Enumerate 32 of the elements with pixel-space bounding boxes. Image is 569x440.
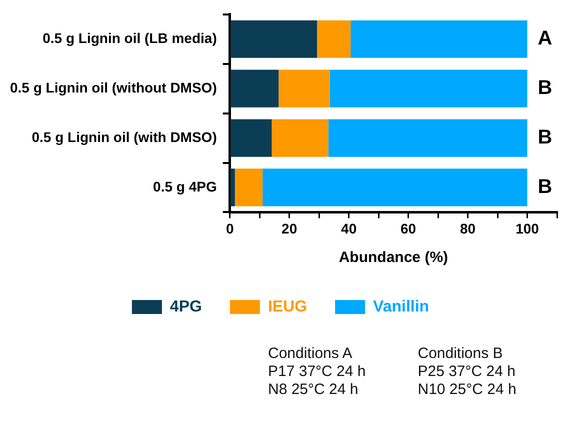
y-tick-label: 0.5 g Lignin oil (without DMSO) <box>10 79 217 96</box>
x-axis-title: Abundance (%) <box>338 249 448 266</box>
annotation: B <box>538 77 552 100</box>
legend-label: Vanillin <box>373 298 430 316</box>
annotation: A <box>538 28 552 50</box>
annotation: B <box>538 176 552 198</box>
bar <box>328 119 528 157</box>
x-tick-label: 100 <box>516 220 540 236</box>
x-tick-label: 20 <box>282 220 298 236</box>
x-tick-label: 0 <box>226 220 234 236</box>
y-tick-label: 0.5 g 4PG <box>153 178 217 194</box>
x-tick-label: 40 <box>341 220 357 236</box>
bar <box>262 168 528 206</box>
legend-label: 4PG <box>170 298 202 316</box>
bar <box>330 70 528 108</box>
bar <box>234 168 263 206</box>
bar <box>230 168 235 206</box>
text: Conditions B P25 37°C 24 h N10 25°C 24 h <box>418 345 516 399</box>
bar <box>317 20 351 58</box>
bar <box>350 20 528 58</box>
bar <box>230 70 279 108</box>
y-tick-label: 0.5 g Lignin oil (LB media) <box>42 30 217 46</box>
y-tick-label: 0.5 g Lignin oil (with DMSO) <box>32 128 217 145</box>
bar <box>230 20 317 58</box>
bar <box>230 119 272 157</box>
bar <box>278 70 330 108</box>
annotation: B <box>538 126 552 149</box>
legend-label: IEUG <box>268 298 308 316</box>
x-tick-label: 60 <box>400 220 416 236</box>
x-tick-label: 80 <box>460 220 476 236</box>
bar <box>272 119 328 157</box>
text: Conditions A P17 37°C 24 h N8 25°C 24 h <box>268 345 366 399</box>
